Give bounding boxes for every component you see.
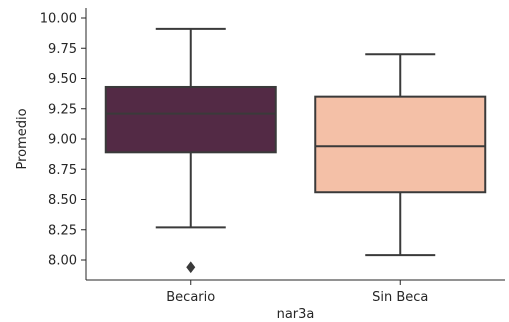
box-iqr: [104, 85, 277, 154]
x-tick-label: Becario: [166, 290, 215, 305]
box-iqr: [314, 95, 487, 194]
y-axis-title: Promedio: [15, 108, 30, 169]
x-axis-title: nar3a: [277, 307, 315, 322]
y-tick-label: 8.00: [48, 254, 77, 269]
y-tick-label: 9.00: [48, 133, 77, 148]
plot-area: [104, 27, 487, 274]
y-axis: 8.00 8.25 8.50 8.75 9.00 9.25 9.50 9.75 10.00: [40, 8, 87, 280]
y-tick-label: 8.50: [48, 193, 77, 208]
y-tick-label: 9.25: [48, 102, 77, 117]
y-tick-label: 9.50: [48, 72, 77, 87]
x-tick-label: Sin Beca: [372, 290, 428, 305]
box-group: [104, 27, 277, 274]
y-tick-label: 8.25: [48, 223, 77, 238]
x-axis: Becario Sin Beca: [86, 279, 505, 305]
outlier-point: [186, 261, 196, 274]
y-tick-label: 8.75: [48, 163, 77, 178]
y-tick-label: 10.00: [40, 12, 77, 27]
y-tick-label: 9.75: [48, 42, 77, 57]
box-group: [314, 53, 487, 257]
